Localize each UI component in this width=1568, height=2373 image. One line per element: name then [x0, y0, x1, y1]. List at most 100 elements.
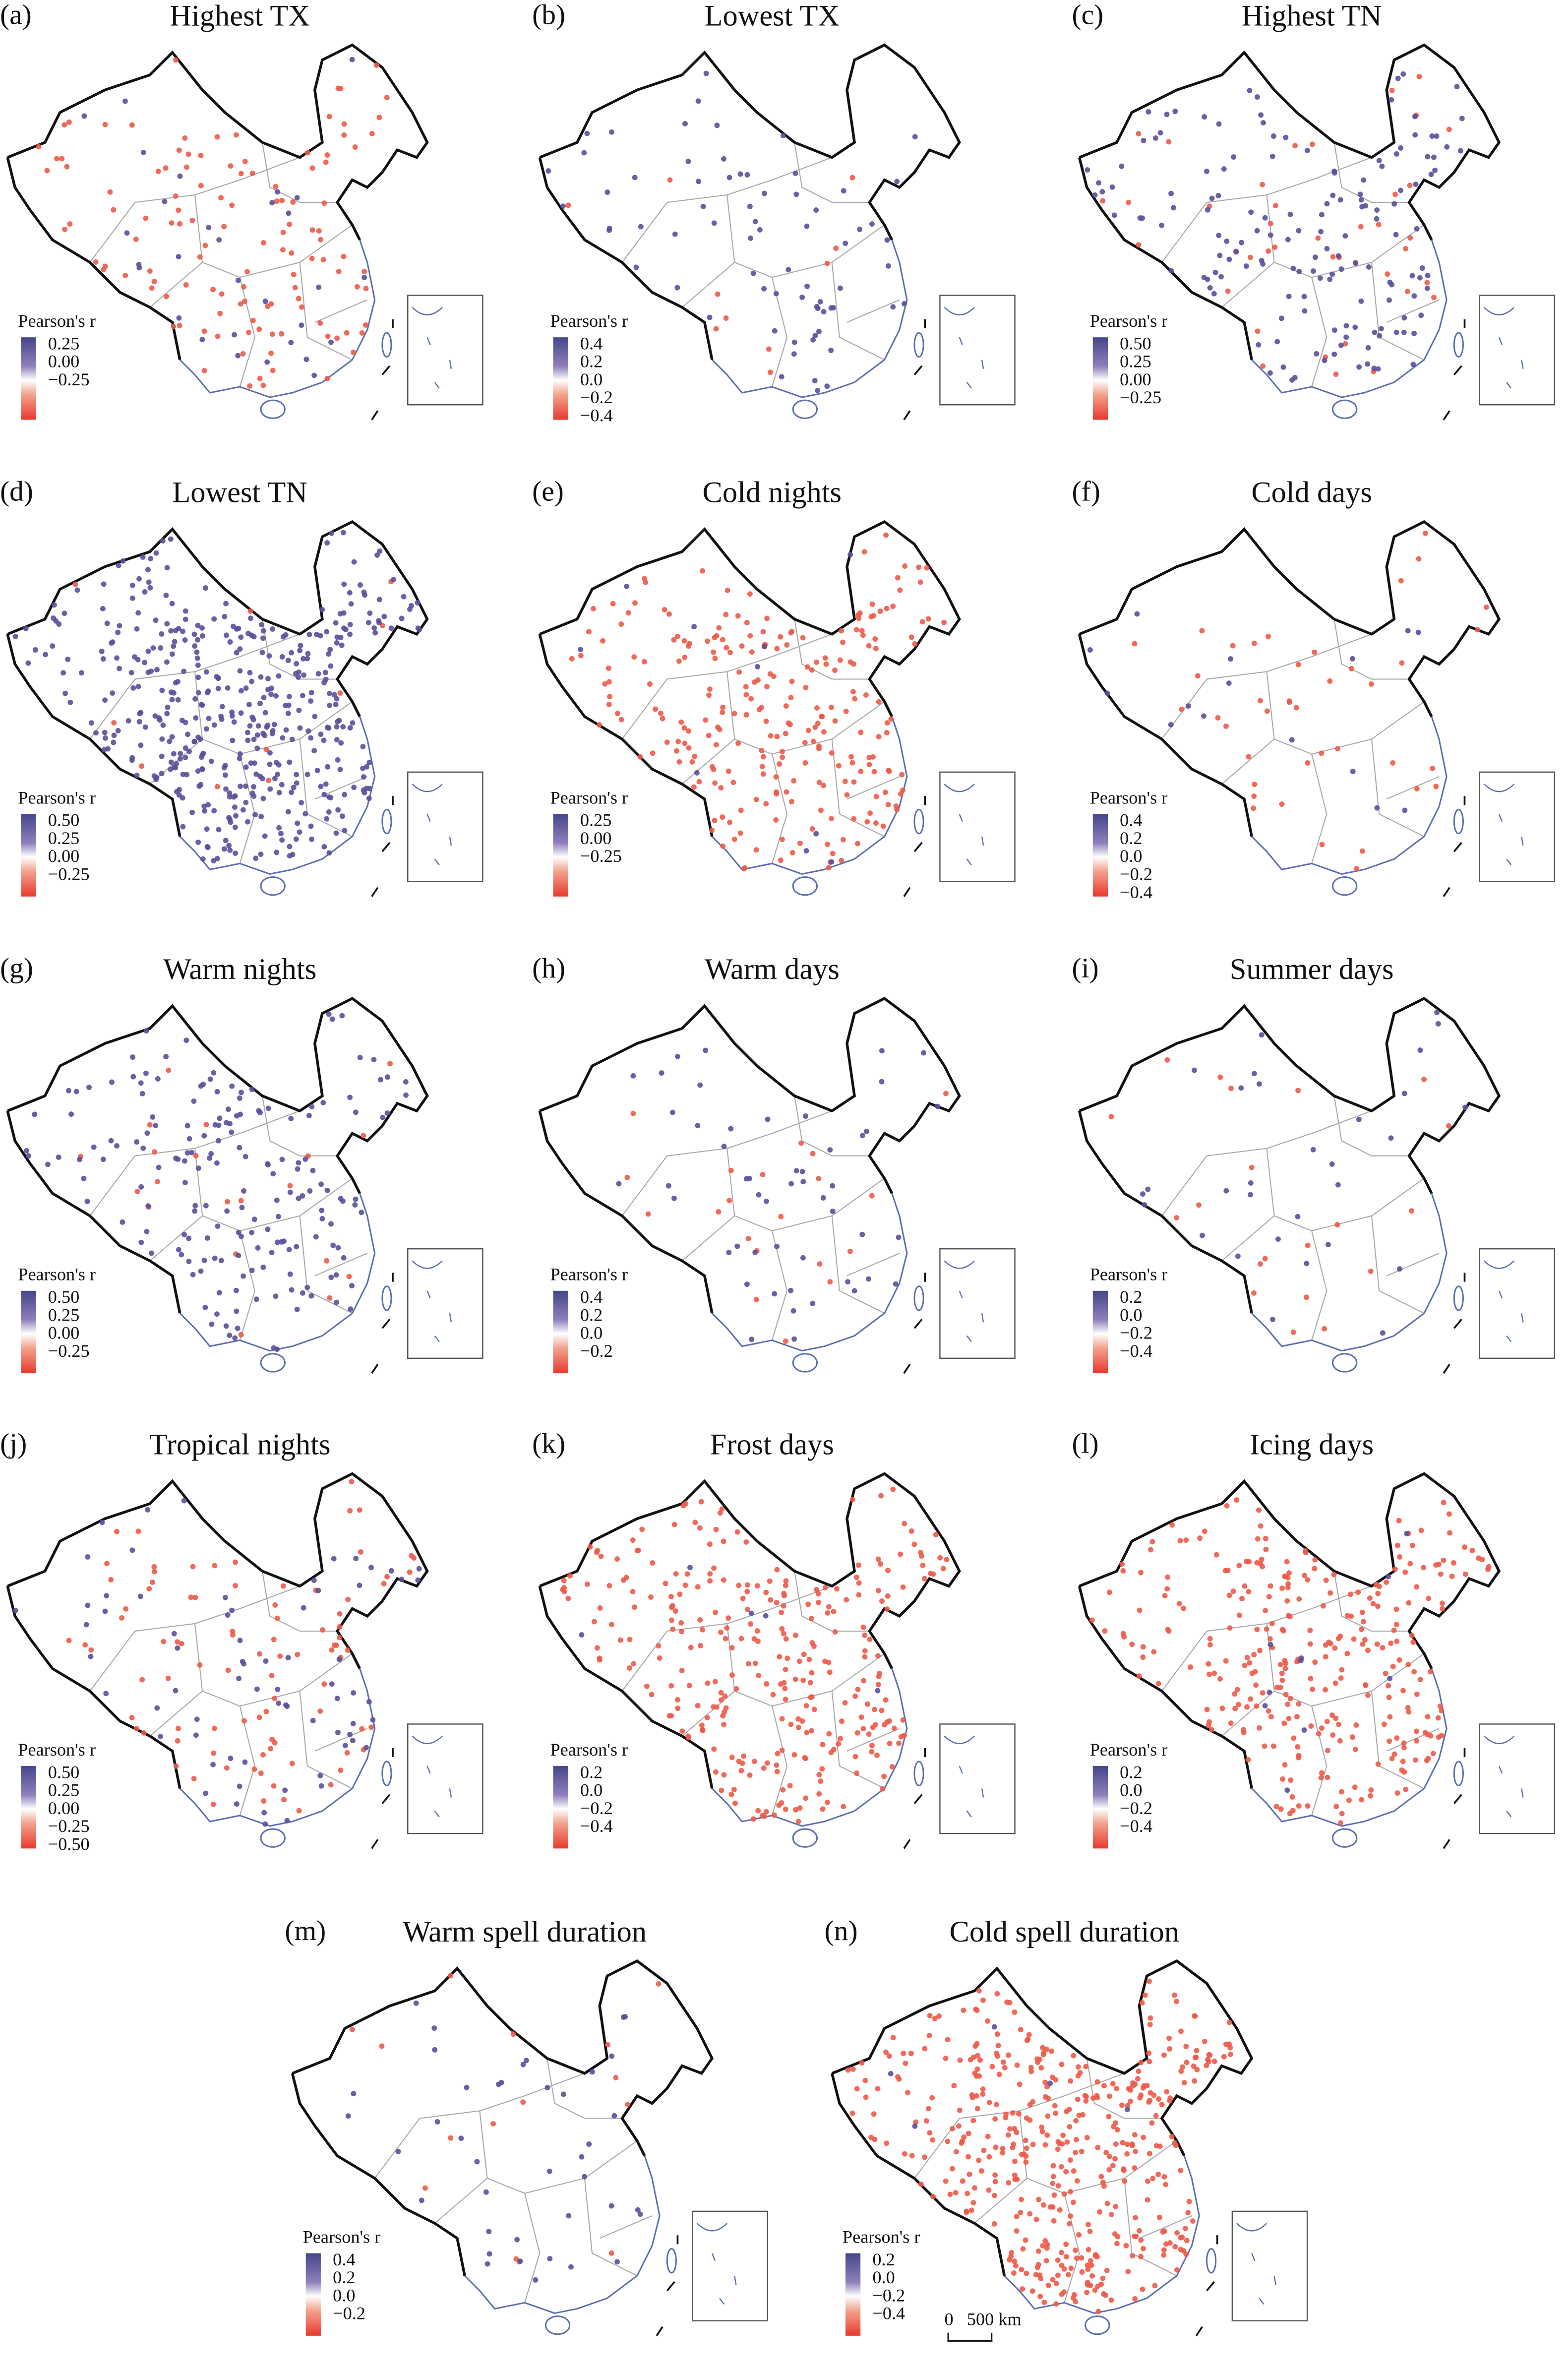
station-point	[1023, 2159, 1029, 2165]
station-point	[1431, 295, 1437, 301]
station-point	[774, 646, 780, 652]
station-point	[861, 1678, 866, 1684]
station-point	[367, 610, 373, 616]
panel-title: Frost days	[710, 1428, 834, 1462]
station-point	[1071, 2199, 1076, 2205]
station-point	[1042, 2079, 1048, 2085]
station-point	[1359, 848, 1365, 854]
station-point	[1427, 1669, 1433, 1675]
station-point	[1071, 2053, 1077, 2059]
station-point	[1411, 1669, 1417, 1675]
station-point	[824, 260, 830, 266]
station-point	[267, 750, 273, 756]
station-point	[545, 168, 551, 174]
station-point	[859, 2060, 865, 2066]
station-point	[847, 552, 853, 557]
station-point	[837, 285, 843, 291]
station-point	[1136, 242, 1142, 248]
station-point	[617, 1637, 623, 1643]
inset-islands	[412, 306, 452, 389]
station-point	[774, 1768, 780, 1774]
station-point	[290, 852, 296, 857]
station-point	[194, 637, 200, 643]
station-point	[1132, 641, 1138, 647]
station-point	[1146, 109, 1151, 115]
station-point	[1209, 195, 1215, 201]
station-point	[311, 748, 317, 754]
station-point	[260, 795, 266, 801]
coastline	[179, 716, 376, 875]
national-border	[538, 1585, 714, 1789]
station-point	[305, 728, 311, 734]
station-point	[738, 807, 744, 813]
station-point	[275, 1687, 281, 1693]
station-point	[1360, 1619, 1366, 1625]
station-point	[842, 779, 848, 785]
station-point	[1303, 1548, 1309, 1554]
china-map	[538, 1472, 1016, 1849]
station-point	[287, 1271, 293, 1277]
station-point	[1183, 1537, 1189, 1543]
province-boundary	[1311, 277, 1327, 387]
station-point	[1433, 784, 1439, 790]
station-point	[134, 1726, 140, 1731]
station-point	[994, 1991, 1000, 1997]
station-point	[1475, 627, 1480, 633]
station-point	[1244, 1704, 1250, 1710]
map-panel: (b) Lowest TX Pearson's r 0.4 0.2 0.0 −0.2−…	[532, 0, 1042, 457]
station-point	[262, 299, 268, 304]
station-point	[296, 1160, 302, 1166]
station-point	[1256, 1507, 1262, 1513]
station-point	[869, 1749, 875, 1755]
station-point	[1277, 1661, 1283, 1667]
station-point	[432, 2047, 438, 2053]
station-point	[752, 679, 757, 685]
station-point	[591, 1619, 597, 1625]
station-point	[255, 1245, 261, 1251]
station-point	[1268, 1714, 1274, 1720]
station-point	[1079, 2255, 1085, 2261]
station-point	[764, 1760, 770, 1766]
station-point	[707, 1541, 713, 1547]
station-point	[215, 1223, 221, 1229]
station-point	[1226, 256, 1232, 262]
legend-tick: 0.0	[1120, 1304, 1143, 1326]
station-point	[119, 1615, 124, 1621]
station-point	[732, 1800, 738, 1806]
station-point	[1247, 1660, 1253, 1666]
coastline	[711, 716, 908, 875]
station-point	[714, 633, 720, 639]
station-point	[879, 1079, 885, 1085]
station-point	[371, 625, 377, 631]
station-point	[859, 1231, 865, 1237]
station-point	[308, 690, 314, 696]
station-point	[675, 738, 681, 744]
station-point	[727, 819, 733, 825]
station-point	[142, 589, 148, 595]
station-point	[204, 690, 210, 696]
station-point	[980, 2091, 986, 2097]
station-point	[896, 1740, 902, 1746]
national-border	[539, 997, 961, 1194]
station-point	[810, 337, 816, 343]
station-point	[347, 1731, 353, 1737]
station-point	[1234, 1687, 1240, 1693]
station-point	[1172, 109, 1178, 115]
station-point	[24, 1148, 29, 1154]
station-point	[1254, 1627, 1260, 1633]
station-point	[130, 1074, 136, 1080]
station-point	[317, 1708, 323, 1714]
station-point	[1228, 656, 1234, 662]
station-point	[201, 1257, 207, 1263]
station-point	[261, 695, 267, 701]
station-point	[182, 608, 188, 614]
station-point	[1153, 2113, 1159, 2119]
station-point	[993, 2102, 999, 2108]
station-point	[883, 532, 889, 538]
station-point	[1142, 1202, 1147, 1208]
station-point	[236, 625, 241, 631]
station-point	[1391, 1751, 1397, 1757]
station-point	[718, 1690, 724, 1696]
color-bar	[1092, 1766, 1108, 1849]
station-point	[1204, 169, 1209, 174]
